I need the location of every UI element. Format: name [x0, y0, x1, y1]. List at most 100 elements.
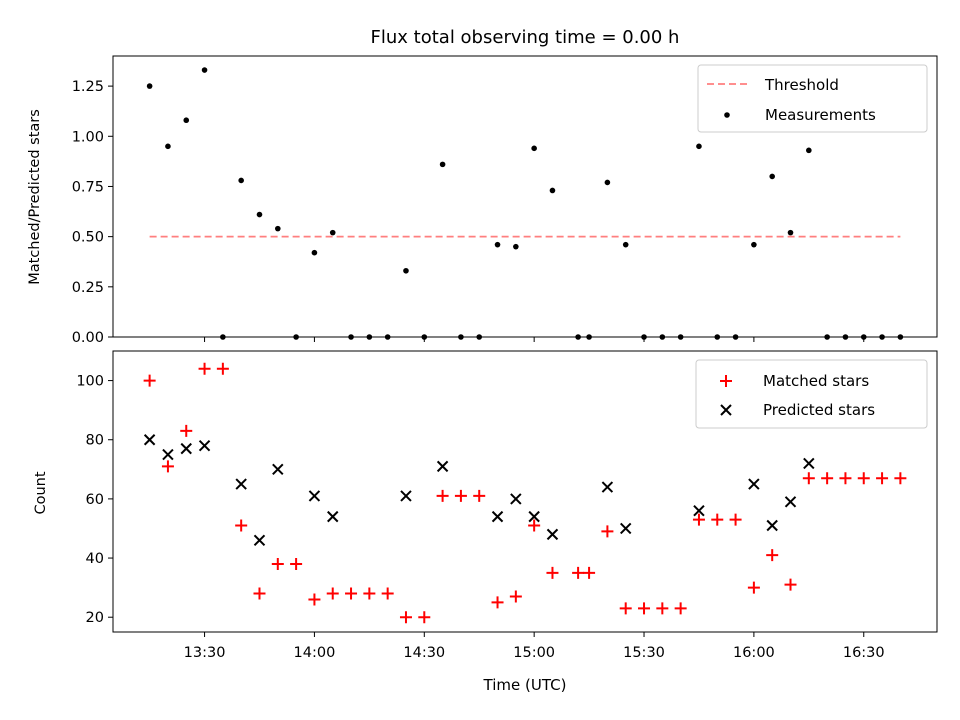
matched-star-marker	[546, 566, 559, 579]
matched-star-marker	[729, 513, 742, 526]
measurement-point	[275, 225, 281, 232]
top-y-ticks: 0.00 0.25 0.50 0.75 1.00 1.25	[72, 79, 113, 346]
bottom-y-axis-label: Count	[33, 471, 49, 514]
measurement-point	[531, 145, 537, 152]
matched-star-marker	[711, 513, 724, 526]
matched-star-marker	[454, 489, 467, 502]
matched-star-marker	[747, 581, 760, 594]
predicted-star-marker	[748, 478, 760, 490]
matched-star-marker	[839, 472, 852, 485]
x-tick-label: 14:00	[294, 645, 336, 661]
matched-star-marker	[674, 602, 687, 615]
matched-star-marker	[180, 424, 193, 437]
top-legend: Threshold Measurements	[697, 64, 928, 133]
measurement-point	[751, 241, 757, 248]
top-y-axis-label: Matched/Predicted stars	[27, 109, 43, 285]
predicted-star-marker	[162, 448, 174, 461]
top-y-tick-label: 0.00	[72, 330, 104, 346]
measurement-point	[220, 334, 226, 340]
measurement-point	[824, 334, 830, 340]
x-tick-label: 16:00	[733, 645, 775, 661]
matched-star-marker	[638, 602, 651, 615]
predicted-star-marker	[546, 528, 559, 541]
predicted-star-marker	[528, 510, 540, 523]
measurement-point	[384, 334, 391, 340]
bottom-y-tick-label: 100	[76, 374, 104, 390]
predicted-stars-points	[143, 434, 815, 547]
x-tick-label: 14:30	[403, 645, 445, 661]
predicted-star-marker	[327, 510, 339, 523]
predicted-star-marker	[766, 519, 778, 532]
bottom-y-tick-label: 80	[86, 433, 104, 449]
top-x-ticks	[204, 337, 865, 342]
matched-star-marker	[583, 566, 596, 579]
measurement-point	[165, 143, 171, 150]
predicted-star-marker	[235, 478, 247, 490]
measurement-point	[769, 173, 775, 180]
measurement-point	[183, 117, 190, 124]
predicted-star-marker	[436, 460, 449, 473]
measurement-point	[201, 67, 208, 73]
predicted-star-marker	[803, 457, 815, 470]
predicted-star-marker	[620, 522, 632, 535]
measurement-point	[575, 334, 581, 340]
matched-star-marker	[802, 472, 815, 485]
measurement-point	[641, 334, 647, 340]
predicted-star-marker	[784, 496, 797, 508]
legend-threshold-label: Threshold	[764, 76, 839, 94]
top-y-tick-label: 0.50	[72, 230, 104, 246]
measurement-point	[714, 334, 721, 340]
measurement-point	[860, 334, 867, 340]
matched-star-marker	[308, 593, 321, 606]
matched-star-marker	[326, 587, 339, 600]
matched-star-marker	[143, 374, 156, 387]
predicted-star-marker	[693, 505, 705, 517]
measurement-point	[494, 241, 501, 248]
matched-star-marker	[235, 519, 248, 532]
matched-star-marker	[601, 525, 614, 538]
measurement-point	[311, 249, 318, 256]
matched-star-marker	[473, 489, 486, 502]
measurement-point	[458, 334, 464, 340]
matched-star-marker	[253, 587, 266, 600]
predicted-star-marker	[308, 490, 321, 502]
measurement-point	[329, 229, 336, 236]
measurement-point	[549, 187, 556, 194]
measurement-point	[586, 334, 592, 340]
bottom-y-tick-label: 40	[86, 551, 104, 567]
matched-star-marker	[821, 472, 834, 485]
matched-star-marker	[363, 587, 376, 600]
matched-star-marker	[894, 472, 907, 485]
measurement-point	[421, 334, 428, 340]
x-tick-label: 16:30	[843, 645, 885, 661]
measurement-points	[146, 67, 904, 340]
ratio-panel: Flux total observing time = 0.00 h Match…	[27, 27, 938, 346]
matched-star-marker	[381, 587, 394, 600]
bottom-y-tick-label: 60	[86, 492, 104, 508]
measurement-point	[622, 241, 629, 248]
bottom-plot-frame	[112, 350, 938, 633]
matched-star-marker	[399, 611, 412, 624]
x-tick-label: 15:00	[513, 645, 555, 661]
bottom-legend: Matched stars Predicted stars	[695, 359, 928, 429]
matched-star-marker	[216, 362, 229, 375]
bottom-legend-box	[695, 359, 928, 429]
measurement-point	[879, 334, 885, 340]
top-y-tick-label: 1.25	[72, 79, 104, 95]
measurement-point	[732, 334, 739, 340]
measurement-point	[787, 229, 794, 236]
top-plot-frame	[112, 55, 938, 338]
measurement-point	[842, 334, 849, 340]
measurement-point	[659, 334, 666, 340]
matched-star-marker	[766, 549, 779, 562]
measurement-point	[476, 334, 483, 340]
matched-star-marker	[491, 596, 504, 609]
matched-star-marker	[692, 513, 705, 526]
matched-star-marker	[619, 602, 632, 615]
matched-star-marker	[572, 566, 585, 579]
legend-matched-label: Matched stars	[763, 372, 869, 390]
matched-star-marker	[345, 587, 358, 600]
matched-star-marker	[271, 557, 284, 570]
